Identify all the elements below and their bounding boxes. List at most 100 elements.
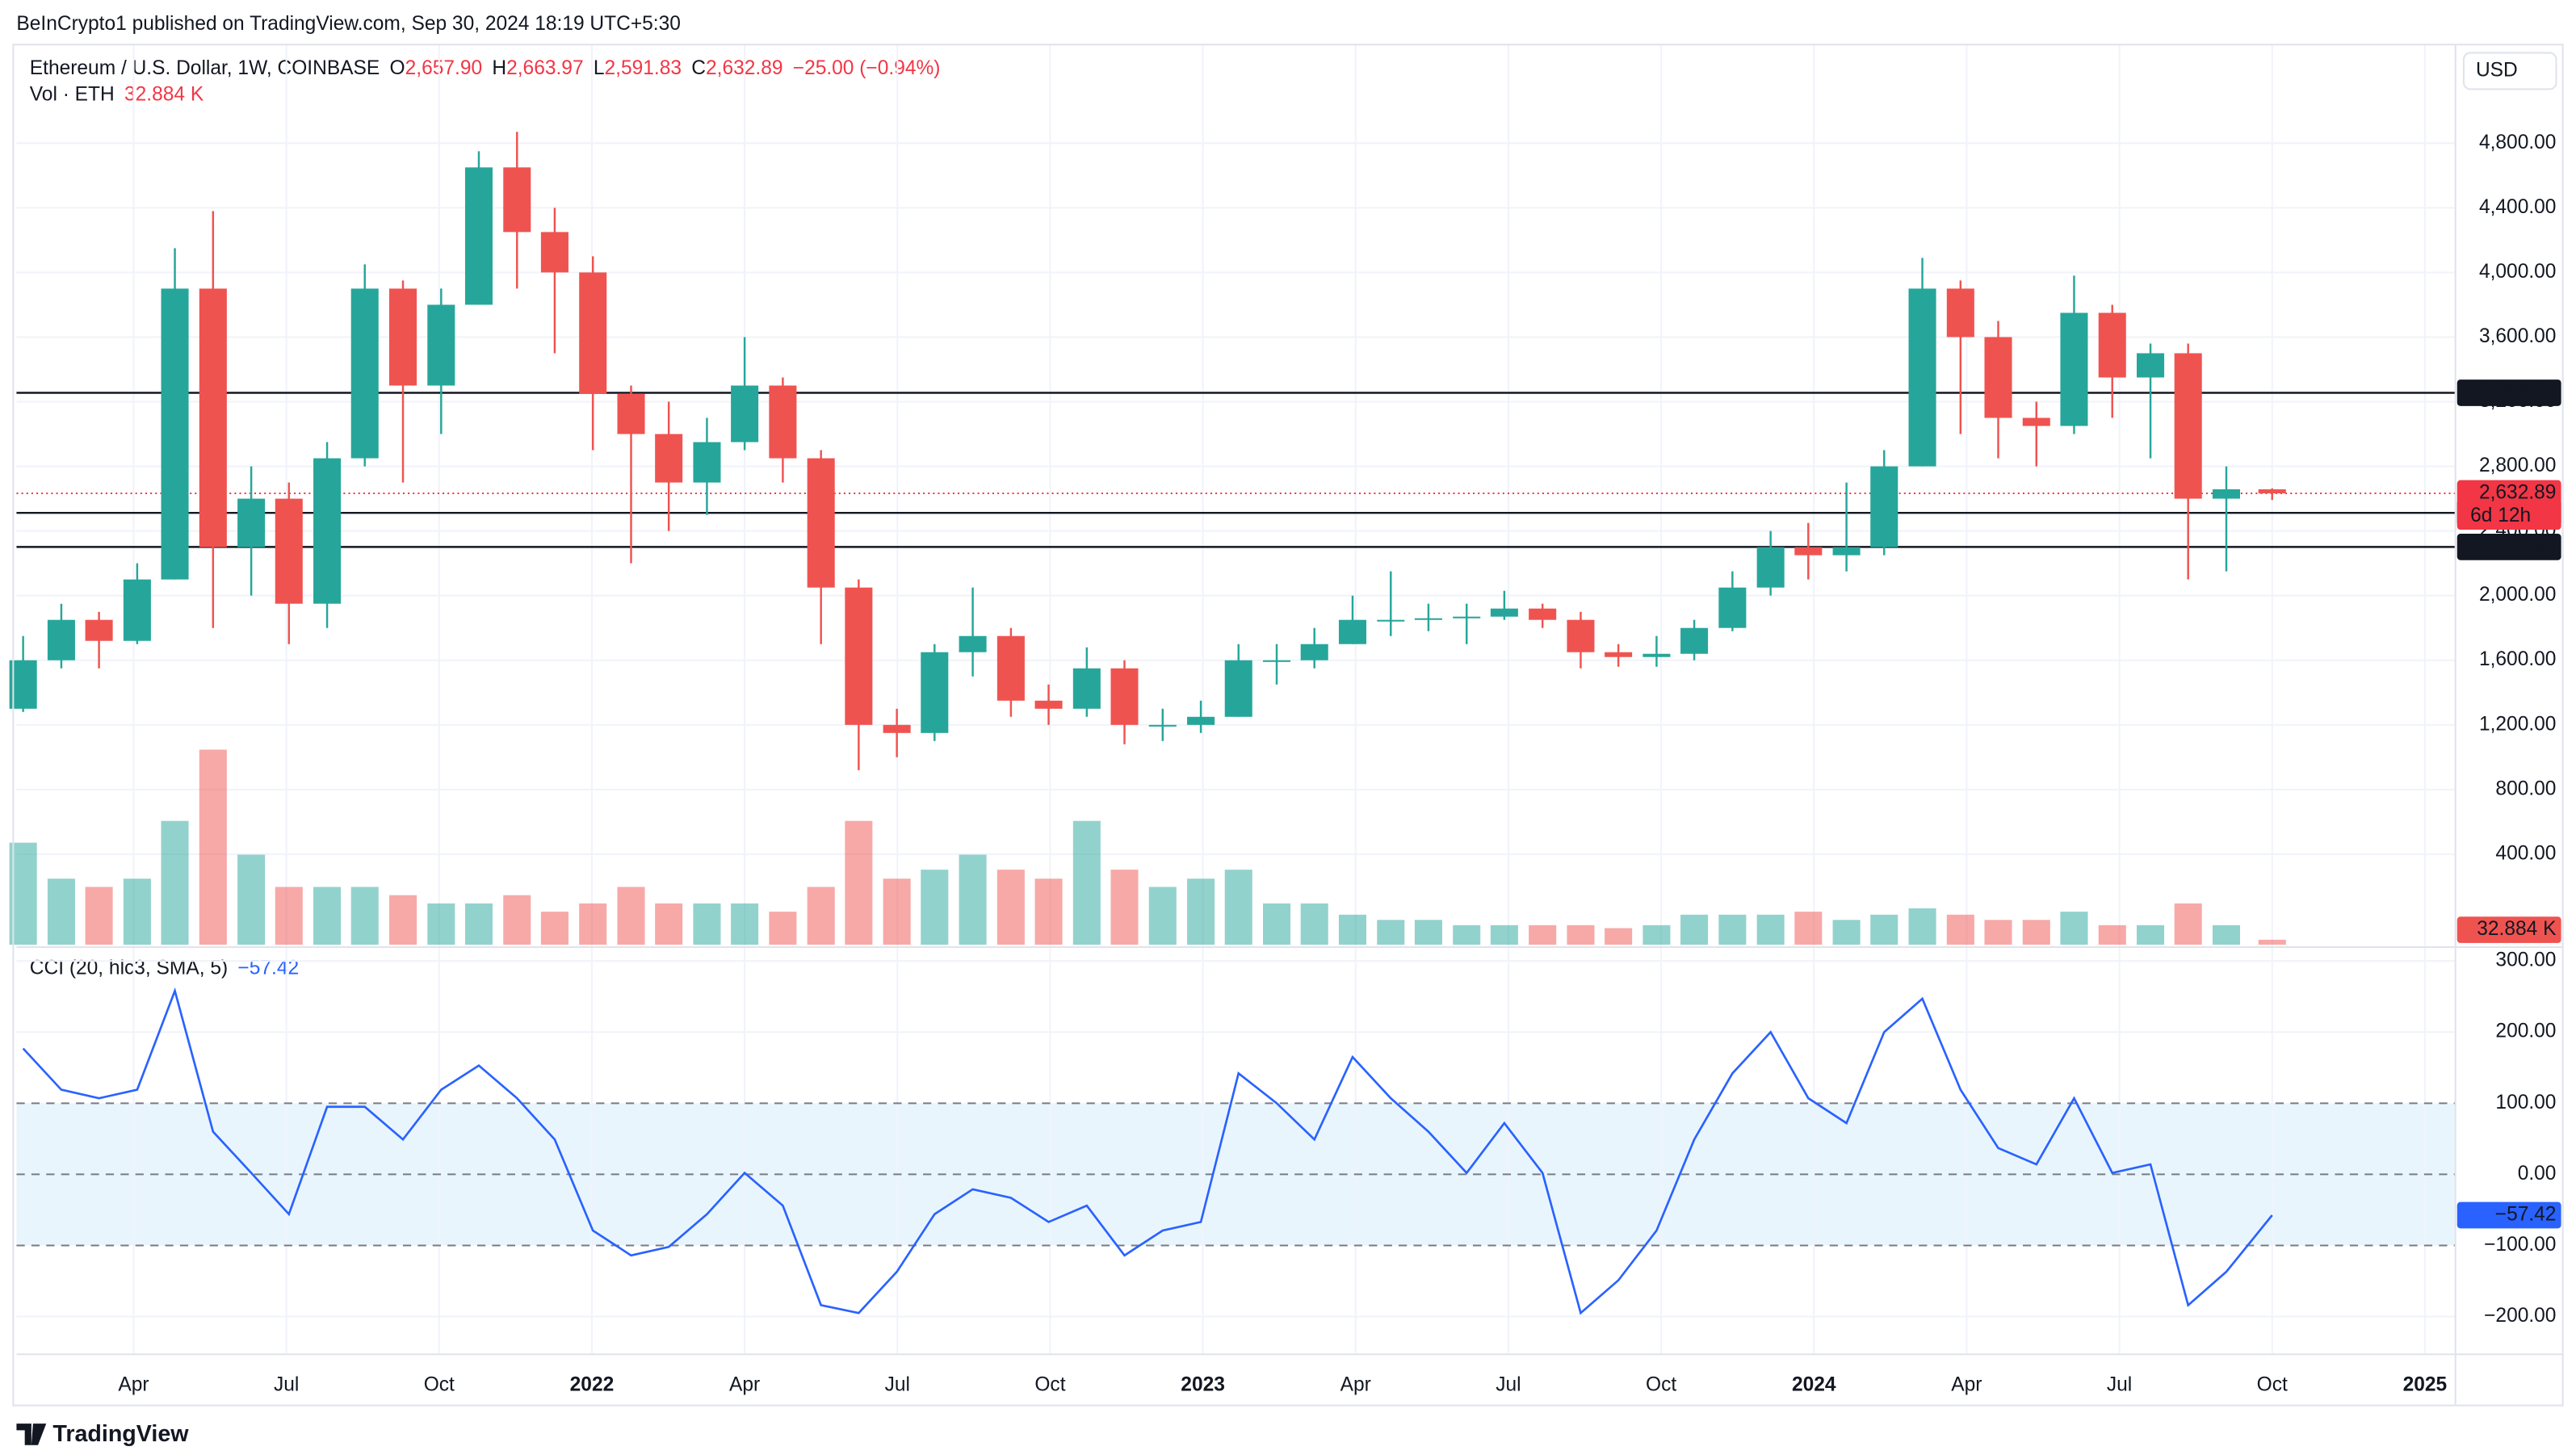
ohlc-key: H bbox=[492, 57, 506, 79]
cci-line bbox=[22, 987, 2273, 1315]
candle-body bbox=[807, 458, 835, 588]
x-tick-label: Jul bbox=[2107, 1374, 2132, 1396]
volume-bar bbox=[1110, 870, 1139, 945]
y-tick-label: 3,600.00 bbox=[2479, 325, 2556, 347]
volume-bar bbox=[2258, 939, 2286, 945]
volume-bar bbox=[237, 854, 266, 945]
volume-bar bbox=[1034, 878, 1063, 945]
volume-bar bbox=[1946, 914, 1974, 945]
y-tick-label: 4,400.00 bbox=[2479, 196, 2556, 218]
candle-body bbox=[2258, 489, 2286, 494]
x-tick-label: Apr bbox=[729, 1374, 760, 1396]
volume-bar bbox=[1187, 878, 1215, 945]
candle-body bbox=[350, 288, 379, 459]
ohlc-value: 2,591.83 bbox=[605, 57, 682, 79]
candle-body bbox=[693, 442, 721, 483]
candle-body bbox=[2060, 312, 2088, 426]
candle-body bbox=[1984, 337, 2012, 418]
x-tick-label: Jul bbox=[885, 1374, 910, 1396]
x-tick-label: Apr bbox=[1951, 1374, 1982, 1396]
volume-bar bbox=[769, 912, 797, 945]
volume-bar bbox=[807, 887, 835, 945]
candle-body bbox=[1224, 660, 1252, 717]
chart-frame bbox=[12, 44, 2564, 1407]
brand-logo bbox=[16, 1424, 47, 1445]
currency-button[interactable] bbox=[2462, 52, 2557, 90]
x-tick-label: 2022 bbox=[570, 1374, 615, 1396]
volume-bar bbox=[1605, 928, 1633, 945]
candle-body bbox=[1643, 653, 1671, 657]
x-tick-label: Oct bbox=[1034, 1374, 1065, 1396]
cci-tick-label: 0.00 bbox=[2518, 1163, 2557, 1185]
x-tick-label: Jul bbox=[274, 1374, 299, 1396]
volume-bar bbox=[1224, 870, 1252, 945]
candle-body bbox=[1338, 619, 1367, 644]
volume-bar bbox=[123, 878, 151, 945]
volume-bar bbox=[1338, 914, 1367, 945]
volume-value: 32.884 K bbox=[124, 84, 204, 106]
volume-bar bbox=[2060, 912, 2088, 945]
candle-body bbox=[503, 167, 531, 233]
candle-body bbox=[959, 635, 987, 652]
y-tick-label: 400.00 bbox=[2495, 842, 2556, 864]
volume-bar bbox=[1984, 920, 2012, 945]
cci-tick-label: 300.00 bbox=[2495, 950, 2556, 971]
candle-body bbox=[1453, 616, 1481, 618]
candle-body bbox=[2212, 488, 2241, 499]
volume-bar bbox=[1756, 914, 1785, 945]
candle-body bbox=[2137, 353, 2165, 378]
volume-bar bbox=[1908, 908, 1936, 945]
ohlc-key: C bbox=[691, 57, 706, 79]
level-tag: 2,301.30 bbox=[2479, 535, 2556, 557]
volume-bar bbox=[1453, 925, 1481, 945]
x-tick-label: 2023 bbox=[1181, 1374, 1225, 1396]
volume-bar bbox=[1794, 912, 1823, 945]
candle-body bbox=[161, 288, 189, 580]
candle-body bbox=[1870, 466, 1898, 547]
volume-bar bbox=[579, 903, 607, 945]
level-tag-bg bbox=[2456, 534, 2561, 560]
volume-bar bbox=[275, 887, 303, 945]
candle-body bbox=[769, 385, 797, 459]
volume-title: Vol · ETH bbox=[30, 84, 115, 106]
volume-bar bbox=[1414, 920, 1442, 945]
volume-tag: 32.884 K bbox=[2477, 918, 2557, 940]
volume-bar bbox=[731, 903, 759, 945]
volume-bar bbox=[161, 820, 189, 945]
x-tick-label: 2025 bbox=[2403, 1374, 2448, 1396]
candle-body bbox=[313, 458, 342, 604]
candle-body bbox=[1263, 660, 1291, 662]
volume-bar bbox=[427, 903, 455, 945]
cci-tag-bg bbox=[2456, 1201, 2561, 1229]
candle-body bbox=[540, 232, 568, 273]
y-tick-label: 4,000.00 bbox=[2479, 261, 2556, 283]
volume-bar bbox=[655, 903, 683, 945]
volume-bar bbox=[1680, 914, 1709, 945]
volume-bar bbox=[845, 820, 873, 945]
countdown-tag: 6d 12h bbox=[2470, 505, 2531, 526]
volume-legend: Vol · ETH 32.884 K bbox=[30, 84, 204, 106]
candle-body bbox=[1490, 608, 1518, 617]
candle-body bbox=[845, 587, 873, 725]
candle-body bbox=[1680, 627, 1709, 654]
candle-body bbox=[2174, 353, 2202, 499]
currency-label[interactable]: USD bbox=[2476, 59, 2518, 81]
y-tick-label: 4,800.00 bbox=[2479, 132, 2556, 153]
ohlc-value: 2,663.97 bbox=[506, 57, 583, 79]
y-tick-label: 2,800.00 bbox=[2479, 455, 2556, 476]
candle-body bbox=[1946, 288, 1974, 338]
x-tick-label: 2024 bbox=[1792, 1374, 1836, 1396]
cci-tag: −57.42 bbox=[2495, 1203, 2557, 1225]
volume-bar bbox=[1870, 914, 1898, 945]
published-note: BeInCrypto1 published on TradingView.com… bbox=[16, 13, 680, 35]
symbol-name: Ethereum / U.S. Dollar, 1W, COINBASE bbox=[30, 57, 380, 79]
candle-body bbox=[1529, 608, 1557, 620]
volume-bar bbox=[2137, 925, 2165, 945]
volume-bar bbox=[1148, 887, 1177, 945]
volume-bar bbox=[1263, 903, 1291, 945]
candle-body bbox=[47, 619, 75, 660]
volume-bar bbox=[85, 887, 113, 945]
candle-body bbox=[1756, 547, 1785, 588]
volume-tag-bg bbox=[2456, 916, 2561, 943]
